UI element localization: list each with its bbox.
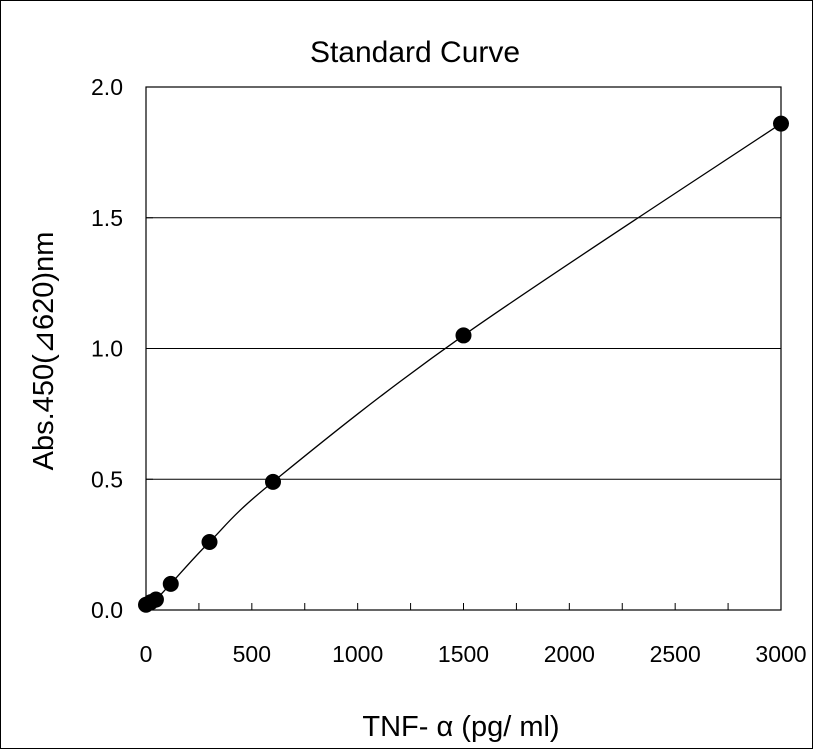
data-point xyxy=(162,575,179,592)
x-axis: 0 500 1000 1500 2000 2500 3000 xyxy=(140,603,807,667)
x-tick-label: 0 xyxy=(140,641,153,667)
x-tick-label: 1500 xyxy=(438,641,489,667)
data-point xyxy=(265,473,281,490)
data-points xyxy=(138,115,789,613)
data-point xyxy=(455,327,472,344)
grid-lines xyxy=(146,217,781,480)
fitted-curve xyxy=(145,123,782,606)
x-tick-label: 1000 xyxy=(332,641,383,667)
chart-title: Standard Curve xyxy=(310,36,520,69)
x-tick-label: 2500 xyxy=(650,641,701,667)
data-point xyxy=(773,115,789,132)
y-axis-label: Abs.450(⊿620)nm xyxy=(28,232,60,471)
x-tick-label: 3000 xyxy=(755,641,806,667)
x-tick-label: 500 xyxy=(233,641,271,667)
y-tick-label: 2.0 xyxy=(91,74,123,100)
x-tick-label: 2000 xyxy=(544,641,595,667)
y-tick-label: 1.0 xyxy=(91,336,123,362)
y-tick-label: 1.5 xyxy=(91,205,123,231)
y-tick-label: 0.5 xyxy=(91,466,123,492)
y-axis: 0.0 0.5 1.0 1.5 2.0 xyxy=(91,74,153,623)
data-point xyxy=(201,534,218,551)
y-tick-label: 0.0 xyxy=(91,597,123,623)
data-point xyxy=(147,591,164,608)
x-axis-label: TNF- α (pg/ ml) xyxy=(362,711,559,743)
